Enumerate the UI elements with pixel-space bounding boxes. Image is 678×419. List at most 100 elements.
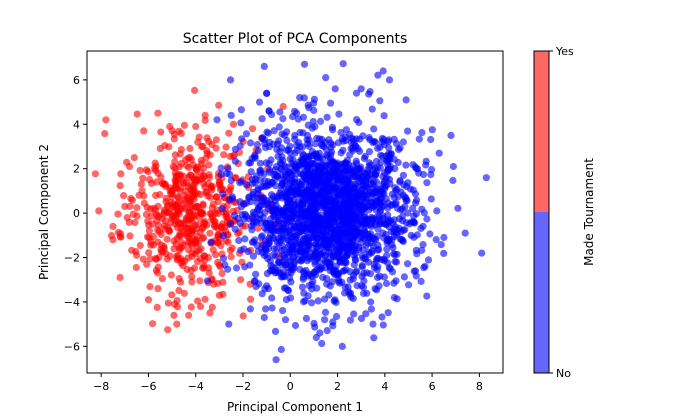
scatter-point-no (346, 243, 354, 252)
scatter-point-no (353, 188, 361, 196)
scatter-point-no (238, 135, 246, 143)
scatter-point-no (402, 161, 410, 169)
scatter-point-yes (168, 291, 176, 299)
scatter-point-no (304, 101, 312, 109)
scatter-point-no (224, 165, 232, 173)
scatter-point-yes (188, 249, 196, 257)
scatter-point-yes (144, 296, 153, 304)
scatter-point-no (260, 182, 268, 190)
scatter-point-no (217, 164, 225, 172)
scatter-point-yes (214, 210, 222, 218)
scatter-point-no (291, 178, 299, 186)
scatter-point-no (265, 107, 273, 115)
scatter-point-no (318, 161, 326, 169)
scatter-point-no (241, 235, 249, 243)
scatter-point-no (333, 159, 342, 167)
scatter-point-yes (188, 278, 196, 286)
scatter-point-no (321, 316, 329, 324)
scatter-point-no (369, 214, 377, 223)
scatter-point-no (256, 167, 264, 175)
scatter-point-no (399, 191, 407, 199)
scatter-point-yes (137, 180, 145, 188)
scatter-point-no (344, 228, 352, 236)
scatter-point-no (290, 224, 298, 232)
scatter-point-no (271, 166, 280, 174)
scatter-point-yes (150, 204, 158, 212)
scatter-point-no (279, 234, 287, 243)
scatter-point-no (287, 169, 295, 177)
scatter-point-no (255, 280, 263, 288)
scatter-point-no (404, 209, 412, 217)
scatter-point-yes (159, 180, 167, 188)
scatter-point-no (337, 149, 345, 157)
scatter-point-no (348, 235, 356, 243)
scatter-point-yes (193, 258, 202, 266)
scatter-point-no (385, 76, 394, 84)
scatter-point-no (270, 245, 278, 253)
scatter-point-no (449, 176, 457, 185)
scatter-point-no (384, 309, 392, 317)
scatter-point-yes (169, 190, 177, 198)
scatter-point-no (246, 261, 254, 269)
scatter-point-no (351, 242, 359, 250)
scatter-point-no (437, 241, 445, 249)
scatter-point-no (283, 136, 291, 145)
scatter-point-yes (154, 263, 162, 271)
scatter-point-yes (213, 239, 221, 247)
scatter-point-no (301, 183, 310, 191)
scatter-point-yes (164, 326, 172, 334)
scatter-point-no (268, 191, 276, 199)
scatter-point-yes (170, 135, 178, 143)
scatter-point-no (330, 193, 338, 202)
scatter-point-no (299, 198, 307, 207)
scatter-point-no (311, 257, 319, 265)
scatter-point-no (354, 235, 363, 243)
scatter-point-yes (151, 159, 159, 167)
scatter-point-no (347, 213, 355, 221)
scatter-point-yes (173, 320, 181, 328)
scatter-point-no (225, 320, 233, 328)
scatter-point-yes (121, 202, 129, 210)
scatter-point-yes (215, 101, 223, 109)
scatter-point-no (292, 232, 300, 240)
scatter-point-no (280, 273, 289, 281)
scatter-point-yes (193, 232, 201, 240)
scatter-point-no (304, 246, 312, 254)
scatter-point-yes (193, 202, 201, 210)
scatter-point-no (253, 242, 261, 250)
scatter-point-no (319, 221, 327, 229)
scatter-point-yes (148, 179, 156, 187)
scatter-point-no (225, 170, 234, 178)
scatter-point-no (341, 283, 349, 291)
scatter-point-yes (145, 227, 153, 235)
scatter-point-no (312, 271, 320, 279)
scatter-point-no (291, 149, 299, 157)
scatter-point-no (423, 215, 431, 223)
scatter-point-no (391, 251, 399, 259)
y-tick-label: 4 (73, 118, 80, 131)
scatter-point-no (290, 209, 298, 217)
scatter-point-no (310, 95, 318, 103)
scatter-point-no (242, 130, 251, 138)
scatter-point-no (203, 277, 211, 285)
scatter-point-yes (126, 232, 134, 240)
scatter-point-no (260, 136, 268, 144)
scatter-point-no (376, 201, 384, 209)
scatter-point-no (355, 208, 363, 216)
scatter-point-no (312, 333, 320, 342)
scatter-point-yes (175, 275, 183, 283)
x-tick-label: 6 (429, 380, 436, 393)
scatter-point-yes (194, 297, 202, 305)
x-tick-label: 4 (381, 380, 388, 393)
scatter-point-no (391, 257, 399, 266)
scatter-point-no (254, 247, 262, 255)
scatter-point-no (316, 187, 325, 195)
scatter-point-yes (187, 303, 195, 311)
scatter-point-yes (155, 228, 163, 236)
scatter-point-no (376, 97, 384, 105)
scatter-point-no (321, 308, 330, 316)
x-tick-label: −8 (93, 380, 109, 393)
scatter-point-no (341, 159, 349, 167)
scatter-point-yes (226, 152, 234, 161)
scatter-point-no (396, 178, 404, 186)
